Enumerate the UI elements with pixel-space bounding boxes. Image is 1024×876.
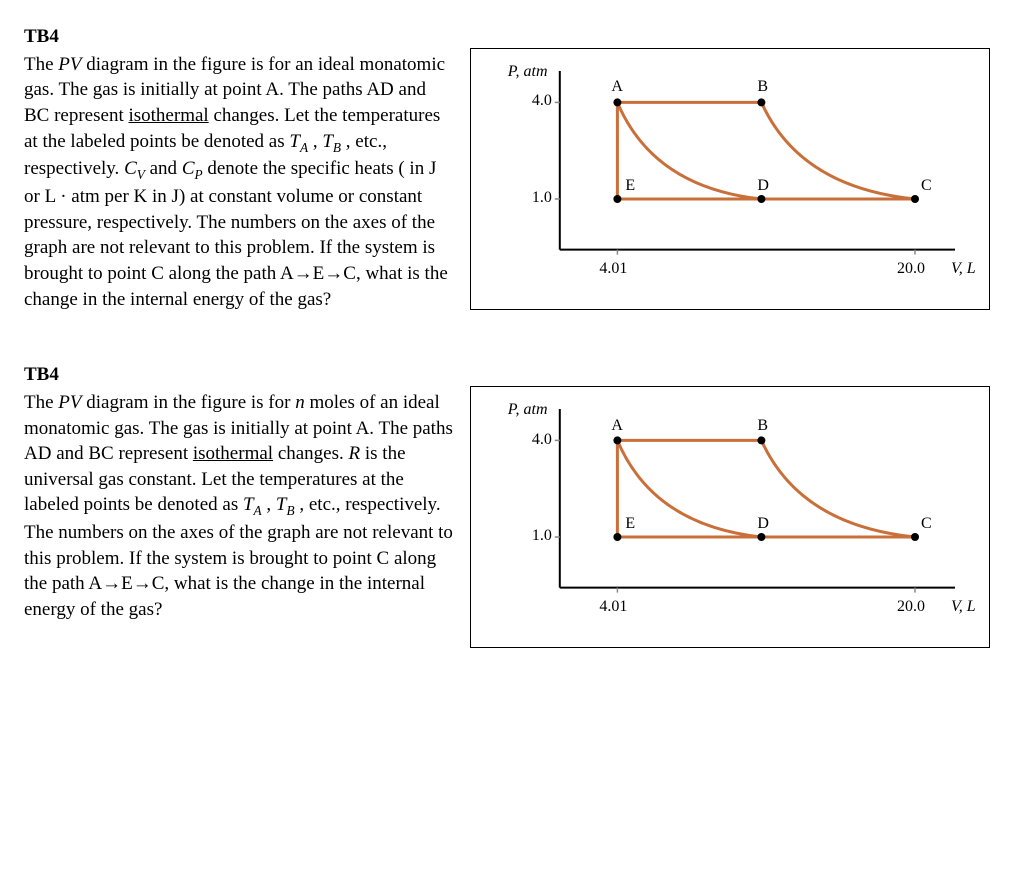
point-label-D: D — [757, 515, 769, 533]
y-tick-label: 4.0 — [532, 431, 552, 449]
x-tick-label: 4.01 — [599, 598, 627, 616]
problem-block: TB4The PV diagram in the figure is for a… — [24, 24, 1000, 312]
problem-body: The PV diagram in the figure is for n mo… — [24, 390, 454, 623]
point-label-C: C — [921, 515, 932, 533]
problem-block: TB4The PV diagram in the figure is for n… — [24, 362, 1000, 648]
point-label-B: B — [757, 417, 768, 435]
pv-chart: P, atm 4.0 1.0 4.01 20.0 V, L A B E D C — [470, 48, 990, 310]
point-label-E: E — [625, 515, 635, 533]
point-label-A: A — [611, 417, 623, 435]
y-tick-label: 1.0 — [532, 527, 552, 545]
y-tick-label: 1.0 — [532, 189, 552, 207]
x-tick-label: 20.0 — [897, 260, 925, 278]
x-axis-label: V, L — [951, 260, 976, 278]
y-axis-label: P, atm — [508, 63, 548, 81]
problem-text: TB4The PV diagram in the figure is for a… — [24, 24, 454, 312]
problem-label: TB4 — [24, 24, 454, 50]
x-tick-label: 4.01 — [599, 260, 627, 278]
point-label-B: B — [757, 78, 768, 96]
problem-label: TB4 — [24, 362, 454, 388]
pv-chart: P, atm 4.0 1.0 4.01 20.0 V, L A B E D C — [470, 386, 990, 648]
x-tick-label: 20.0 — [897, 598, 925, 616]
point-label-D: D — [757, 177, 769, 195]
point-label-C: C — [921, 177, 932, 195]
x-axis-label: V, L — [951, 598, 976, 616]
problem-body: The PV diagram in the figure is for an i… — [24, 52, 454, 313]
y-axis-label: P, atm — [508, 401, 548, 419]
y-tick-label: 4.0 — [532, 92, 552, 110]
problem-text: TB4The PV diagram in the figure is for n… — [24, 362, 454, 623]
point-label-E: E — [625, 177, 635, 195]
point-label-A: A — [611, 78, 623, 96]
